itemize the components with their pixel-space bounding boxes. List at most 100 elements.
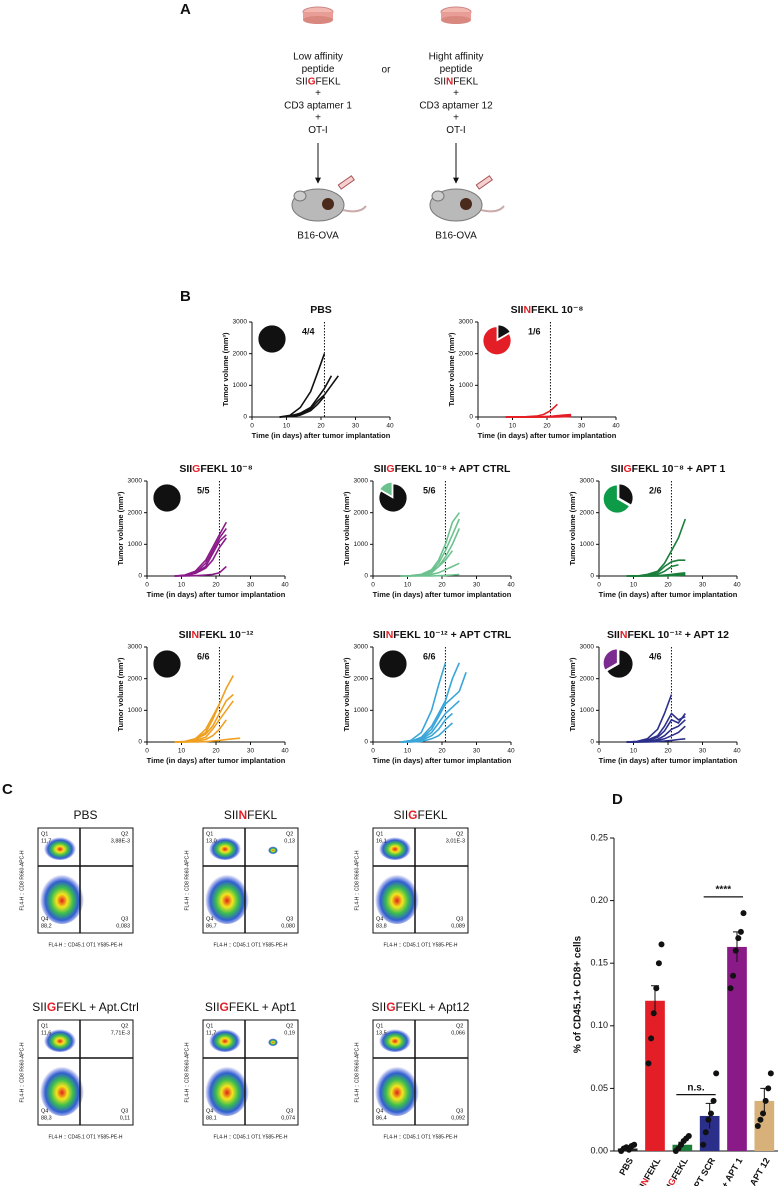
x-tick-label: 30 [247,748,255,755]
x-tick-label: 20 [212,748,220,755]
y-tick-label: 2000 [233,350,248,357]
x-tick-label: SIIGFEKL [661,1156,691,1186]
tumor-curve [279,353,326,418]
chart-title: SIINFEKL 10⁻¹² [179,629,254,641]
tumor-curve [400,712,453,743]
schematic-text: SIIGFEKL [295,76,340,87]
quadrant-value: 0,080 [281,923,295,929]
flow-y-label: FL4-H :: CD8 R660-APC-H [354,850,360,910]
y-tick-label: 2000 [128,509,143,516]
x-tick-label: 20 [212,582,220,589]
flow-title: SIIGFEKL + Apt1 [205,1000,297,1014]
x-tick-label: 40 [507,582,515,589]
flow-title-part: PBS [73,808,97,822]
flow-y-label: FL4-H :: CD8 R660-APC-H [19,1042,25,1102]
panel-letter: B [180,288,191,305]
tumor-curve [174,565,227,577]
schematic-text: peptide [440,64,473,75]
x-tick-label: 20 [438,748,446,755]
flow-blob [205,1064,249,1116]
schematic-text: + [453,88,459,99]
chart-title-part: FEKL 10⁻⁸ + APT 1 [632,463,726,475]
quadrant-name: Q2 [286,831,293,837]
quadrant-name: Q3 [286,1108,293,1114]
y-tick-label: 2000 [459,350,474,357]
flow-title-part: G [220,1000,229,1014]
tumor-curve [279,395,326,418]
x-tick-label: SIINFEKL [634,1156,663,1186]
quadrant-value: 86,4 [376,1115,387,1121]
chart-title: PBS [310,304,332,316]
y-tick-label: 0 [364,739,368,746]
flow-title: SIIGFEKL [393,808,447,822]
quadrant-name: Q1 [41,1023,48,1029]
schematic-text-part: FEKL [453,76,478,87]
tumor-curve [174,693,234,743]
flow-blob [375,1064,419,1116]
flow-title: PBS [73,808,97,822]
flow-title-part: FEKL + Apt.Ctrl [56,1000,139,1014]
data-point [705,1116,712,1123]
tumor-curve [626,738,686,743]
y-tick-label: 0.20 [590,895,608,905]
x-tick-label: 0 [250,423,254,430]
flow-title: SIIGFEKL + Apt.Ctrl [32,1000,139,1014]
y-tick-label: 2000 [354,509,369,516]
quadrant-value: 16,1 [376,838,387,844]
flow-blob [44,836,76,860]
tumor-curve [505,415,572,418]
flow-title-part: FEKL + Apt12 [396,1000,470,1014]
flow-blob [40,872,84,924]
significance-label: n.s. [687,1082,704,1093]
quadrant-name: Q1 [206,1023,213,1029]
x-tick-label: 10 [630,748,638,755]
x-tick-label: 30 [473,748,481,755]
flow-x-label: FL4-H :: CD45.1 OT1 Y585-PE-H [213,942,287,948]
tumor-curve [400,573,460,577]
chart-title-part: SII [374,463,387,475]
flow-title: SIINFEKL [224,808,278,822]
quadrant-value: 13,0 [206,838,217,844]
flow-blob [205,872,249,924]
quadrant-value: 11,7 [206,1030,216,1036]
pie-slice [379,481,393,497]
y-tick-label: 1000 [580,707,595,714]
pie-label: 5/6 [423,485,436,495]
data-point [765,1085,772,1092]
tumor-curve [174,675,235,743]
quadrant-name: Q2 [121,831,128,837]
flow-x-label: FL4-H :: CD45.1 OT1 Y585-PE-H [213,1134,287,1140]
flow-blob [268,846,278,854]
tumor-curve [400,722,453,743]
pie-label: 4/4 [302,326,315,336]
quadrant-value: 0,089 [451,923,465,929]
y-tick-label: 1000 [233,382,248,389]
x-tick-label: 40 [386,423,394,430]
quadrant-value: 88,2 [41,923,52,929]
schematic-text-part: FEKL [316,76,341,87]
y-tick-label: 0.15 [590,958,608,968]
data-point [655,960,662,967]
data-point [707,1110,714,1117]
chart-title-part: SII [179,463,192,475]
x-tick-label: 20 [438,582,446,589]
y-tick-label: 3000 [354,478,369,485]
panel-letter: D [612,791,623,808]
x-tick-label: 20 [664,748,672,755]
x-tick-label: 10 [283,423,291,430]
quadrant-value: 88,1 [206,1115,217,1121]
y-axis-label: Tumor volume (mm³) [342,657,351,732]
flow-x-label: FL4-H :: CD45.1 OT1 Y585-PE-H [383,1134,457,1140]
tumor-curve [400,550,454,577]
x-tick-label-part: FEKL [670,1156,691,1182]
quadrant-value: 11,6 [41,1030,51,1036]
quadrant-name: Q3 [286,916,293,922]
y-axis-label: Tumor volume (mm³) [221,332,230,407]
chart-title-part: G [192,463,200,475]
x-tick-label: 0 [145,582,149,589]
x-tick-label: 0 [597,582,601,589]
flow-blob [209,836,241,860]
quadrant-name: Q3 [456,1108,463,1114]
data-point [648,1035,655,1042]
data-point [762,1097,769,1104]
